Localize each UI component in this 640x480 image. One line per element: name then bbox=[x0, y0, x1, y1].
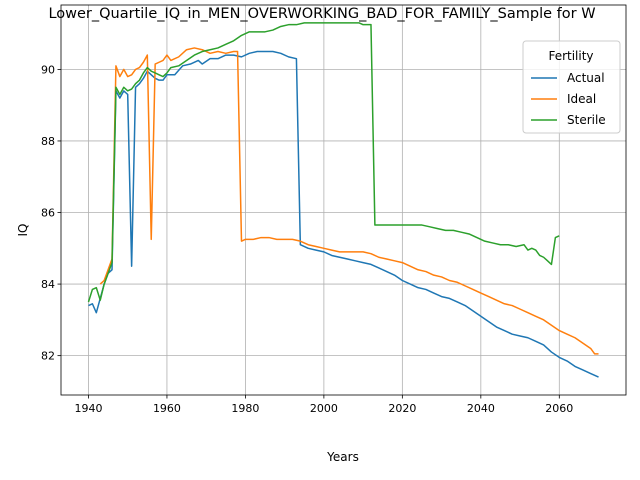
series-lines bbox=[87, 22, 599, 378]
legend-label-sterile: Sterile bbox=[567, 113, 606, 127]
x-tick-label: 2060 bbox=[545, 402, 573, 415]
y-tick-label: 88 bbox=[41, 135, 55, 148]
series-line-ideal bbox=[99, 47, 599, 355]
legend-entries: Actual Ideal Sterile bbox=[531, 71, 606, 127]
series-line-actual bbox=[88, 50, 599, 378]
legend-box bbox=[522, 40, 621, 134]
y-tick-label: 90 bbox=[41, 63, 55, 76]
chart-title: Lower_Quartile_IQ_in_MEN_OVERWORKING_BAD… bbox=[48, 6, 595, 22]
y-tick-label: 82 bbox=[41, 350, 55, 363]
x-axis-label: Years bbox=[326, 450, 359, 464]
legend: Fertility Actual Ideal Sterile bbox=[522, 40, 621, 134]
legend-title: Fertility bbox=[548, 49, 593, 63]
legend-label-actual: Actual bbox=[567, 71, 605, 85]
plot-frame bbox=[60, 4, 627, 396]
x-tick-label: 2020 bbox=[388, 402, 416, 415]
x-tick-label: 2000 bbox=[310, 402, 338, 415]
x-tick-label: 2040 bbox=[467, 402, 495, 415]
legend-label-ideal: Ideal bbox=[567, 92, 596, 106]
x-tick-label: 1960 bbox=[153, 402, 181, 415]
series-line-sterile bbox=[87, 22, 560, 303]
y-axis-label: IQ bbox=[16, 224, 30, 237]
y-tick-label: 86 bbox=[41, 207, 55, 220]
x-axis-ticks: 1940 1960 1980 2000 2020 2040 2060 bbox=[74, 395, 573, 415]
y-tick-label: 84 bbox=[41, 278, 55, 291]
x-tick-label: 1940 bbox=[74, 402, 102, 415]
y-axis-ticks: 82 84 86 88 90 bbox=[41, 63, 61, 363]
x-tick-label: 1980 bbox=[231, 402, 259, 415]
